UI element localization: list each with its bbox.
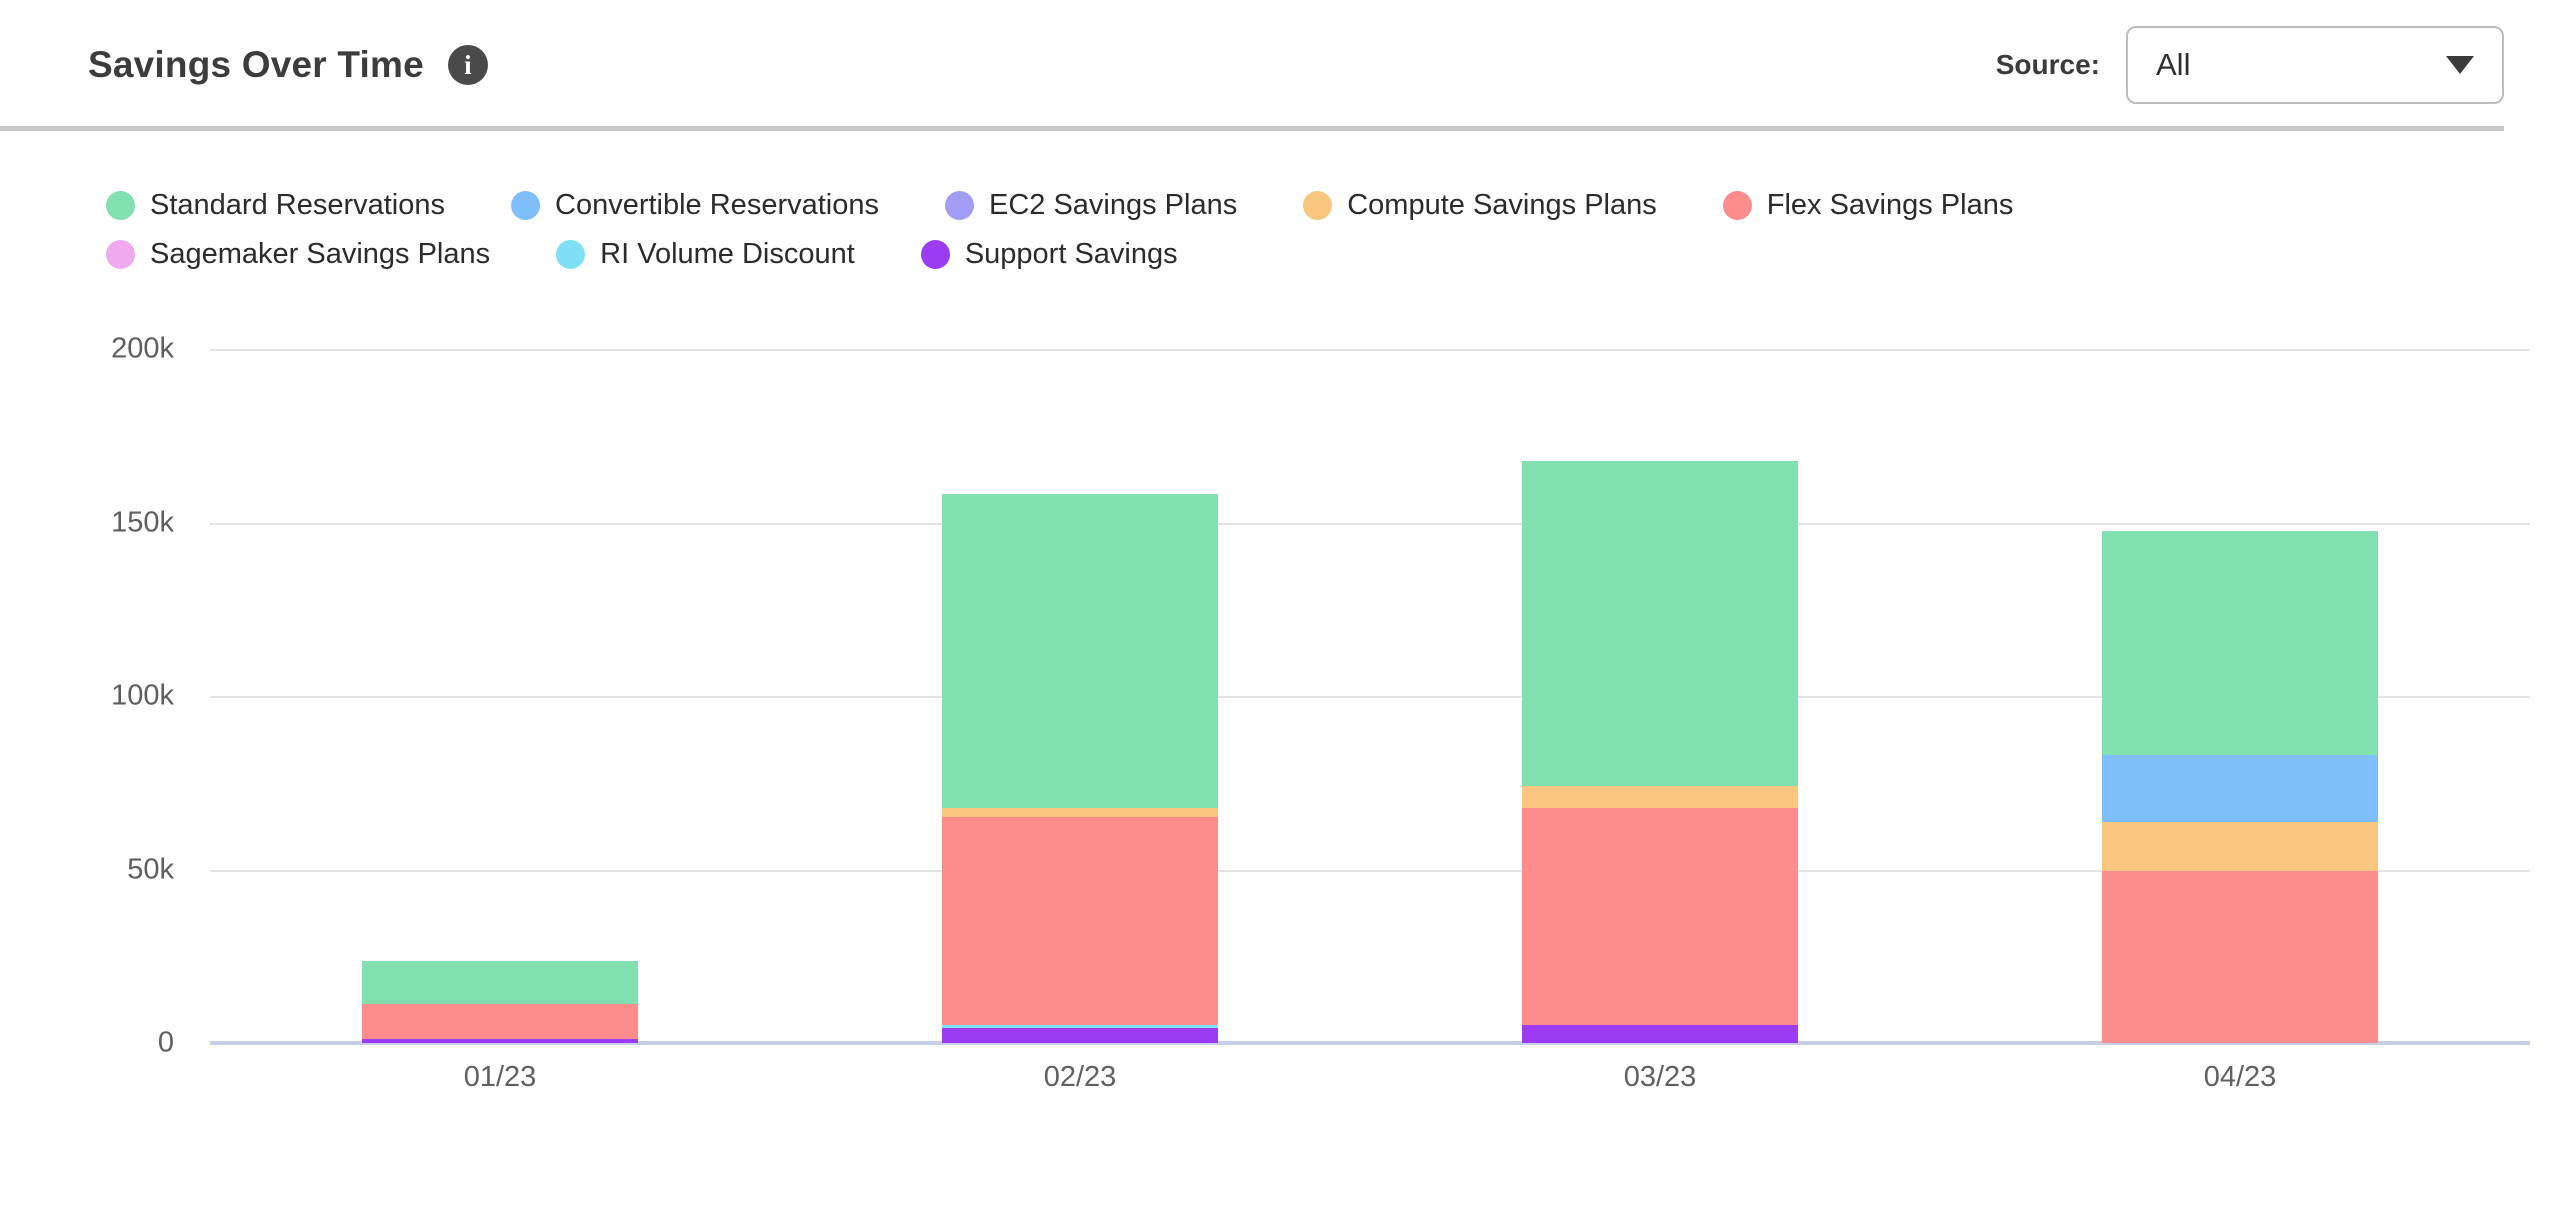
legend-swatch-icon — [106, 191, 135, 220]
bar-segment-flex-savings-plans[interactable] — [362, 1003, 638, 1039]
legend-item-ec2-savings-plans[interactable]: EC2 Savings Plans — [944, 189, 1238, 222]
bar-segment-standard-reservations[interactable] — [942, 493, 1218, 808]
source-label: Source: — [1995, 49, 2100, 80]
gridline — [210, 869, 2530, 872]
legend-label: RI Volume Discount — [600, 238, 855, 270]
x-tick-label: 01/23 — [463, 1061, 537, 1093]
legend-item-sagemaker-savings-plans[interactable]: Sagemaker Savings Plans — [106, 238, 490, 271]
legend-label: Standard Reservations — [150, 189, 445, 221]
legend-item-support-savings[interactable]: Support Savings — [920, 238, 1178, 271]
bar-segment-convertible-reservations[interactable] — [2102, 755, 2378, 823]
legend-label: Compute Savings Plans — [1347, 189, 1657, 221]
legend-item-convertible-reservations[interactable]: Convertible Reservations — [511, 189, 879, 222]
legend-row: Sagemaker Savings Plans RI Volume Discoun… — [106, 238, 2504, 271]
bars-layer — [210, 349, 2530, 1043]
legend-swatch-icon — [106, 240, 135, 269]
bar-02-23[interactable] — [942, 493, 1218, 1043]
page-title: Savings Over Time — [88, 44, 424, 85]
bar-segment-standard-reservations[interactable] — [362, 961, 638, 1004]
bar-segment-flex-savings-plans[interactable] — [2102, 870, 2378, 1043]
chart-legend: Standard Reservations Convertible Reserva… — [106, 189, 2504, 271]
legend-label: Sagemaker Savings Plans — [150, 238, 491, 270]
legend-swatch-icon — [1303, 191, 1333, 220]
panel-header: Savings Over Time i Source: All — [0, 0, 2562, 126]
legend-label: Support Savings — [964, 238, 1178, 270]
legend-item-flex-savings-plans[interactable]: Flex Savings Plans — [1722, 189, 2014, 222]
header-divider — [0, 126, 2504, 131]
bar-segment-support-savings[interactable] — [942, 1028, 1218, 1043]
bar-01-23[interactable] — [362, 961, 638, 1043]
bar-column-04-23 — [1950, 349, 2530, 1043]
bar-segment-compute-savings-plans[interactable] — [2102, 822, 2378, 871]
bar-segment-compute-savings-plans[interactable] — [942, 807, 1218, 817]
legend-swatch-icon — [1722, 191, 1752, 220]
x-axis: 01/23 02/23 03/23 04/23 — [210, 1061, 2530, 1094]
y-tick-label: 0 — [157, 1026, 174, 1059]
bar-03-23[interactable] — [1522, 460, 1798, 1043]
gridline — [210, 349, 2530, 351]
chevron-down-icon — [2446, 56, 2474, 74]
bar-column-02-23 — [790, 349, 1370, 1043]
bar-segment-standard-reservations[interactable] — [1522, 460, 1798, 786]
bar-segment-support-savings[interactable] — [1522, 1024, 1798, 1043]
x-tick-label: 02/23 — [1043, 1061, 1117, 1093]
legend-item-ri-volume-discount[interactable]: RI Volume Discount — [556, 238, 855, 271]
y-tick-label: 150k — [111, 506, 174, 538]
legend-item-standard-reservations[interactable]: Standard Reservations — [106, 189, 445, 222]
bar-segment-standard-reservations[interactable] — [2102, 531, 2378, 755]
gridline — [210, 522, 2530, 525]
bar-segment-support-savings[interactable] — [362, 1038, 638, 1043]
y-tick-label: 200k — [111, 332, 174, 365]
source-dropdown[interactable]: All — [2126, 26, 2504, 104]
y-tick-label: 100k — [111, 679, 174, 712]
bar-segment-ri-volume-discount[interactable] — [942, 1024, 1218, 1029]
info-icon[interactable]: i — [447, 45, 488, 85]
legend-swatch-icon — [511, 191, 540, 220]
savings-chart: 200k 150k 100k 50k 0 — [0, 333, 2562, 1059]
legend-label: EC2 Savings Plans — [988, 189, 1238, 221]
legend-swatch-icon — [944, 191, 974, 220]
plot-area — [210, 349, 2530, 1045]
bar-segment-flex-savings-plans[interactable] — [1522, 807, 1798, 1025]
legend-swatch-icon — [556, 240, 586, 269]
source-dropdown-value: All — [2156, 47, 2191, 82]
legend-label: Flex Savings Plans — [1766, 189, 2014, 221]
legend-label: Convertible Reservations — [555, 189, 879, 221]
y-axis: 200k 150k 100k 50k 0 — [0, 333, 210, 1059]
bar-column-01-23 — [210, 349, 790, 1043]
gridline — [210, 696, 2530, 698]
legend-item-compute-savings-plans[interactable]: Compute Savings Plans — [1303, 189, 1657, 222]
bar-04-23[interactable] — [2102, 531, 2378, 1043]
legend-swatch-icon — [920, 240, 950, 269]
bar-segment-compute-savings-plans[interactable] — [1522, 785, 1798, 808]
legend-row: Standard Reservations Convertible Reserva… — [106, 189, 2504, 222]
x-axis-line — [210, 1041, 2530, 1045]
bar-segment-flex-savings-plans[interactable] — [942, 816, 1218, 1025]
x-tick-label: 04/23 — [2203, 1061, 2277, 1093]
x-tick-label: 03/23 — [1623, 1061, 1697, 1093]
bar-column-03-23 — [1370, 349, 1950, 1043]
y-tick-label: 50k — [127, 853, 174, 885]
